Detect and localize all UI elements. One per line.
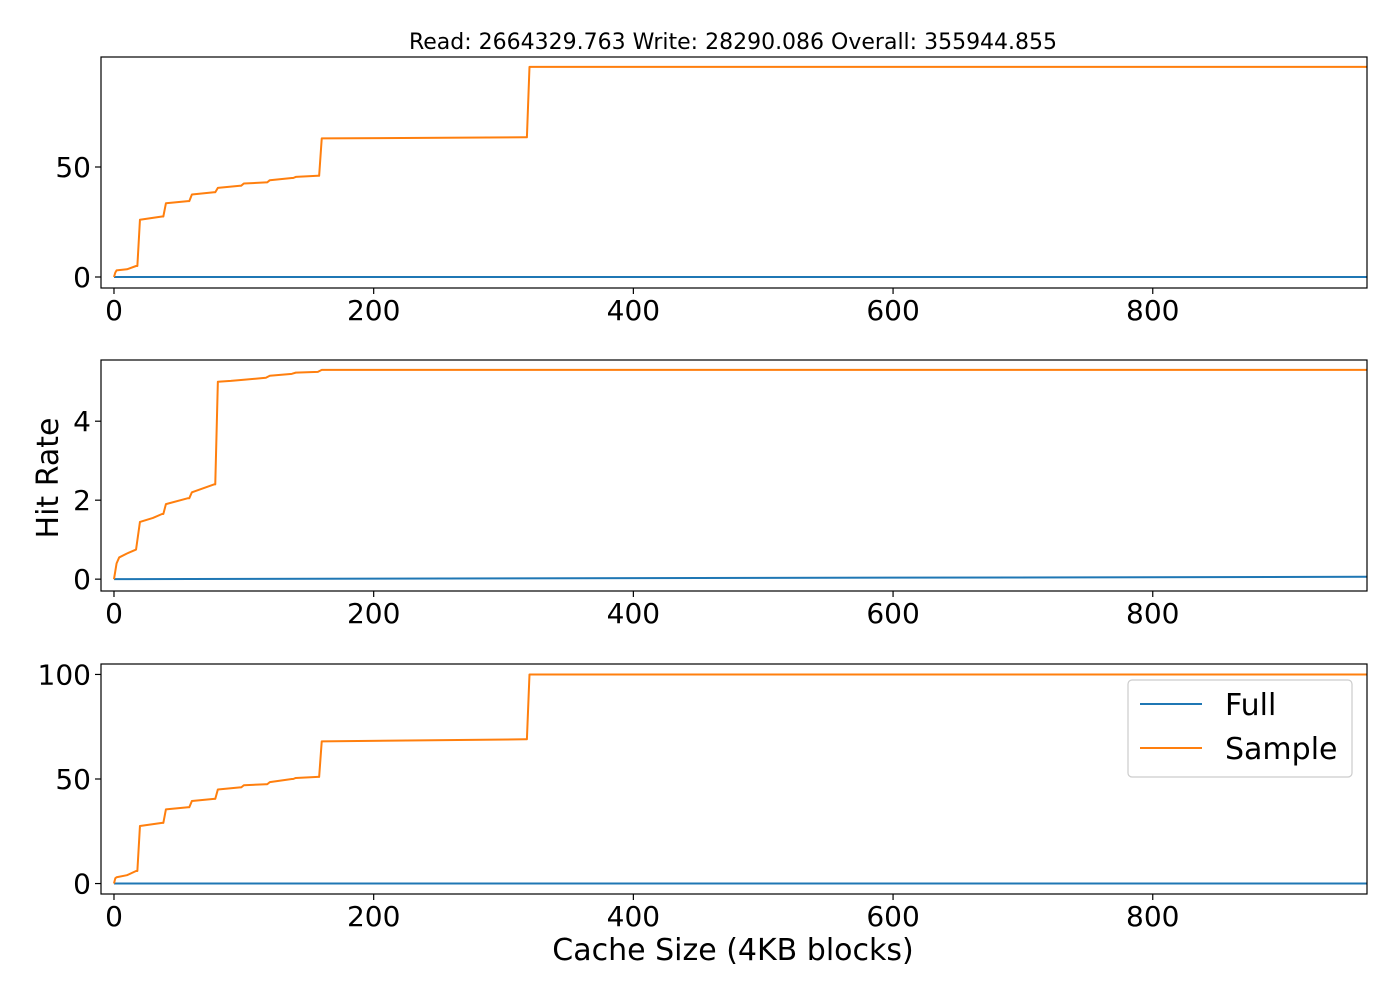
y-axis-label: Hit Rate <box>31 418 66 539</box>
y-tick-label: 4 <box>73 405 91 438</box>
x-tick-label: 400 <box>607 900 660 933</box>
panel-write: 0 200 400 600 800 0 2 4 <box>73 359 1368 630</box>
plot-frame <box>100 359 1368 592</box>
y-tick-label: 0 <box>73 261 91 294</box>
y-tick-label: 2 <box>73 484 91 517</box>
y-tick-label: 100 <box>38 658 91 691</box>
series-line-sample <box>113 65 1367 278</box>
x-tick-label: 0 <box>105 597 123 630</box>
legend-label-sample: Sample <box>1225 732 1338 767</box>
x-tick-label: 400 <box>607 294 660 327</box>
panel-overall: 0 200 400 600 800 0 50 100 <box>38 658 1368 933</box>
legend-label-full: Full <box>1225 688 1276 723</box>
y-tick-label: 0 <box>73 868 91 901</box>
x-tick-label: 800 <box>1126 900 1179 933</box>
x-tick-label: 800 <box>1126 294 1179 327</box>
x-tick-label: 200 <box>347 294 400 327</box>
series-line-sample <box>112 368 1367 580</box>
x-tick-label: 400 <box>607 597 660 630</box>
x-tick-label: 600 <box>866 597 919 630</box>
series-line-full <box>113 575 1367 581</box>
y-tick-label: 50 <box>55 763 91 796</box>
x-tick-label: 0 <box>105 294 123 327</box>
x-tick-label: 0 <box>105 900 123 933</box>
x-tick-label: 800 <box>1126 597 1179 630</box>
x-tick-label: 200 <box>347 900 400 933</box>
chart-title: Read: 2664329.763 Write: 28290.086 Overa… <box>409 30 1057 55</box>
panel-read: 0 200 400 600 800 0 50 <box>55 56 1368 327</box>
x-axis-label: Cache Size (4KB blocks) <box>552 933 913 968</box>
series-line-sample <box>113 673 1367 884</box>
x-tick-label: 600 <box>866 900 919 933</box>
x-tick-label: 600 <box>866 294 919 327</box>
plot-frame <box>100 56 1368 289</box>
y-tick-label: 50 <box>55 151 91 184</box>
legend: Full Sample <box>1127 679 1353 778</box>
y-tick-label: 0 <box>73 563 91 596</box>
x-tick-label: 200 <box>347 597 400 630</box>
